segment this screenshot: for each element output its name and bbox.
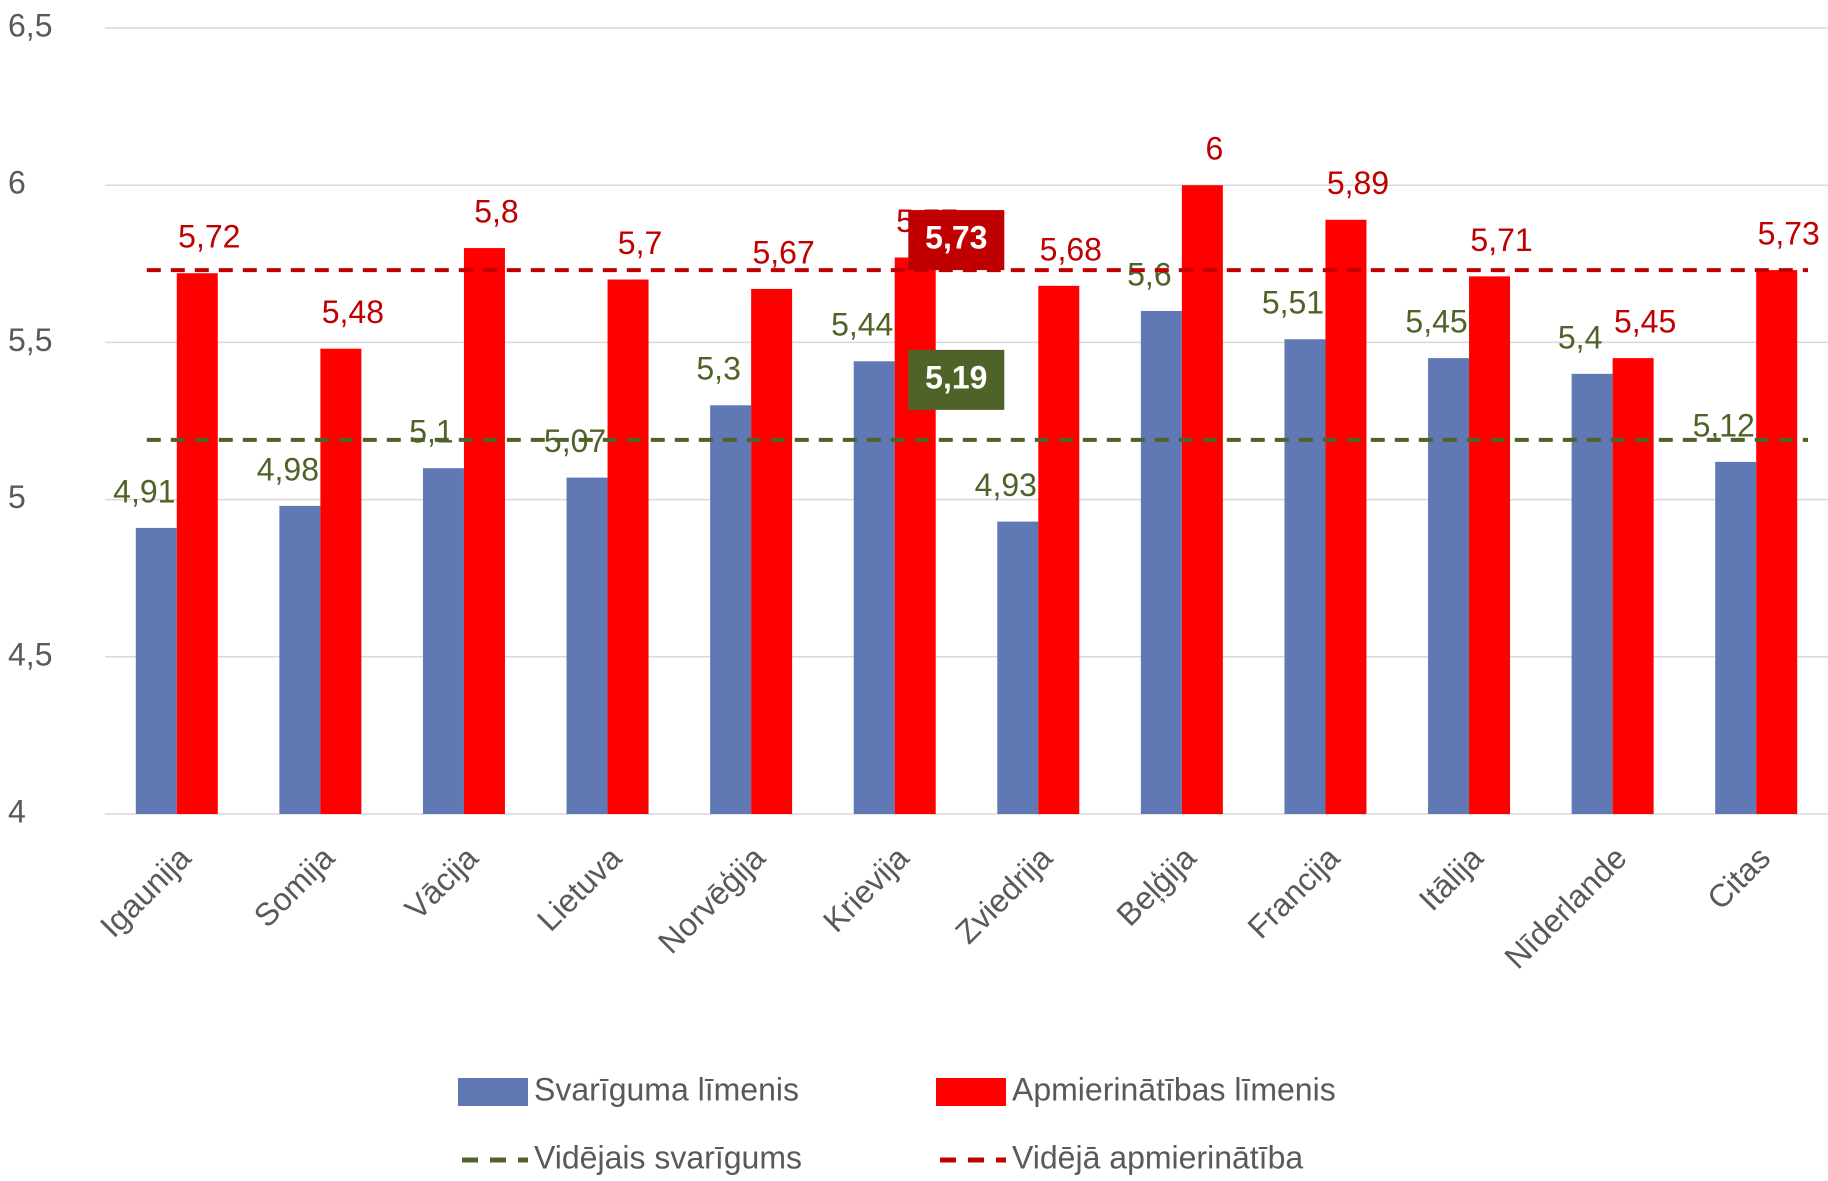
data-label: 5,6	[1127, 256, 1171, 292]
bar	[997, 521, 1039, 814]
legend-swatch	[458, 1078, 528, 1106]
reference-label: 5,73	[925, 220, 987, 256]
data-label: 5,8	[474, 194, 518, 230]
bar	[710, 405, 752, 814]
data-label: 5,48	[322, 294, 384, 330]
bar	[135, 527, 177, 814]
bar	[566, 477, 608, 814]
bar	[463, 248, 505, 814]
x-tick-label: Zviedrija	[948, 839, 1059, 950]
data-label: 5,4	[1558, 319, 1602, 355]
x-tick-label: Nīderlande	[1497, 839, 1633, 975]
x-tick-label: Somija	[247, 839, 342, 934]
data-label: 4,98	[257, 451, 319, 487]
bar	[1284, 339, 1326, 814]
data-label: 5,44	[831, 307, 893, 343]
data-label: 5,67	[752, 234, 814, 270]
bar	[1038, 285, 1080, 815]
data-label: 5,12	[1693, 407, 1755, 443]
y-tick-label: 6,5	[8, 7, 52, 43]
y-tick-label: 4,5	[8, 636, 52, 672]
reference-label: 5,19	[925, 359, 987, 395]
bar	[1181, 185, 1223, 814]
legend-swatch	[936, 1078, 1006, 1106]
data-label: 5,71	[1470, 222, 1532, 258]
data-label: 5,3	[696, 351, 740, 387]
bar	[853, 361, 895, 814]
legend-label: Apmierinātības līmenis	[1012, 1071, 1336, 1107]
bar	[894, 257, 936, 815]
bar	[1571, 373, 1613, 814]
bar	[1715, 461, 1757, 814]
x-tick-label: Citas	[1700, 839, 1777, 916]
data-label: 5,7	[618, 225, 662, 261]
x-tick-label: Vācija	[398, 839, 485, 926]
x-tick-label: Itālija	[1412, 839, 1490, 917]
bar	[1140, 310, 1182, 814]
data-label: 5,45	[1614, 304, 1676, 340]
bar	[279, 505, 321, 814]
legend-label: Vidējais svarīgums	[534, 1139, 802, 1175]
bar	[1428, 358, 1470, 814]
data-label: 5,07	[544, 423, 606, 459]
bar	[176, 273, 218, 814]
data-label: 5,51	[1262, 285, 1324, 321]
bar	[1325, 219, 1367, 814]
data-label: 4,91	[113, 473, 175, 509]
x-tick-label: Krievija	[816, 839, 916, 939]
data-label: 5,1	[409, 414, 453, 450]
data-label: 5,45	[1405, 304, 1467, 340]
reference-label-box	[908, 349, 1005, 410]
y-tick-label: 4	[8, 793, 26, 829]
bar	[751, 288, 793, 814]
x-tick-label: Lietuva	[530, 839, 629, 938]
data-label: 6	[1205, 131, 1223, 167]
x-tick-label: Beļģija	[1109, 839, 1203, 933]
bar	[320, 348, 362, 814]
data-label: 5,72	[178, 219, 240, 255]
bar	[607, 279, 649, 814]
data-label: 5,68	[1040, 231, 1102, 267]
data-label: 5,73	[1758, 216, 1820, 252]
y-tick-label: 5	[8, 479, 26, 515]
bar	[1612, 358, 1654, 814]
x-tick-label: Francija	[1240, 839, 1346, 945]
x-tick-label: Igaunija	[93, 839, 198, 944]
y-tick-label: 6	[8, 165, 26, 201]
legend-label: Svarīguma līmenis	[534, 1071, 799, 1107]
y-tick-label: 5,5	[8, 322, 52, 358]
reference-label-box	[908, 210, 1005, 271]
x-tick-label: Norvēģija	[651, 839, 772, 960]
bar	[422, 468, 464, 814]
data-label: 5,89	[1327, 165, 1389, 201]
data-label: 4,93	[975, 467, 1037, 503]
bar	[1469, 276, 1511, 815]
bar	[1756, 270, 1798, 814]
legend-label: Vidējā apmierinātība	[1012, 1139, 1303, 1175]
